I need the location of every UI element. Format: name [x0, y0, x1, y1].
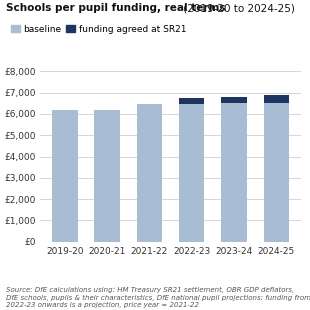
Bar: [179, 104, 204, 242]
Bar: [221, 103, 246, 242]
Legend: baseline, funding agreed at SR21: baseline, funding agreed at SR21: [11, 25, 186, 34]
Text: (2019-20 to 2024-25): (2019-20 to 2024-25): [180, 3, 295, 13]
Bar: [221, 97, 246, 103]
Bar: [95, 110, 120, 242]
Bar: [264, 103, 289, 242]
Bar: [179, 98, 204, 104]
Bar: [137, 104, 162, 242]
Bar: [264, 95, 289, 103]
Bar: [52, 110, 78, 242]
Text: Schools per pupil funding, real terms: Schools per pupil funding, real terms: [6, 3, 226, 13]
Text: Source: DfE calculations using: HM Treasury SR21 settlement, OBR GDP deflators,
: Source: DfE calculations using: HM Treas…: [6, 287, 310, 308]
